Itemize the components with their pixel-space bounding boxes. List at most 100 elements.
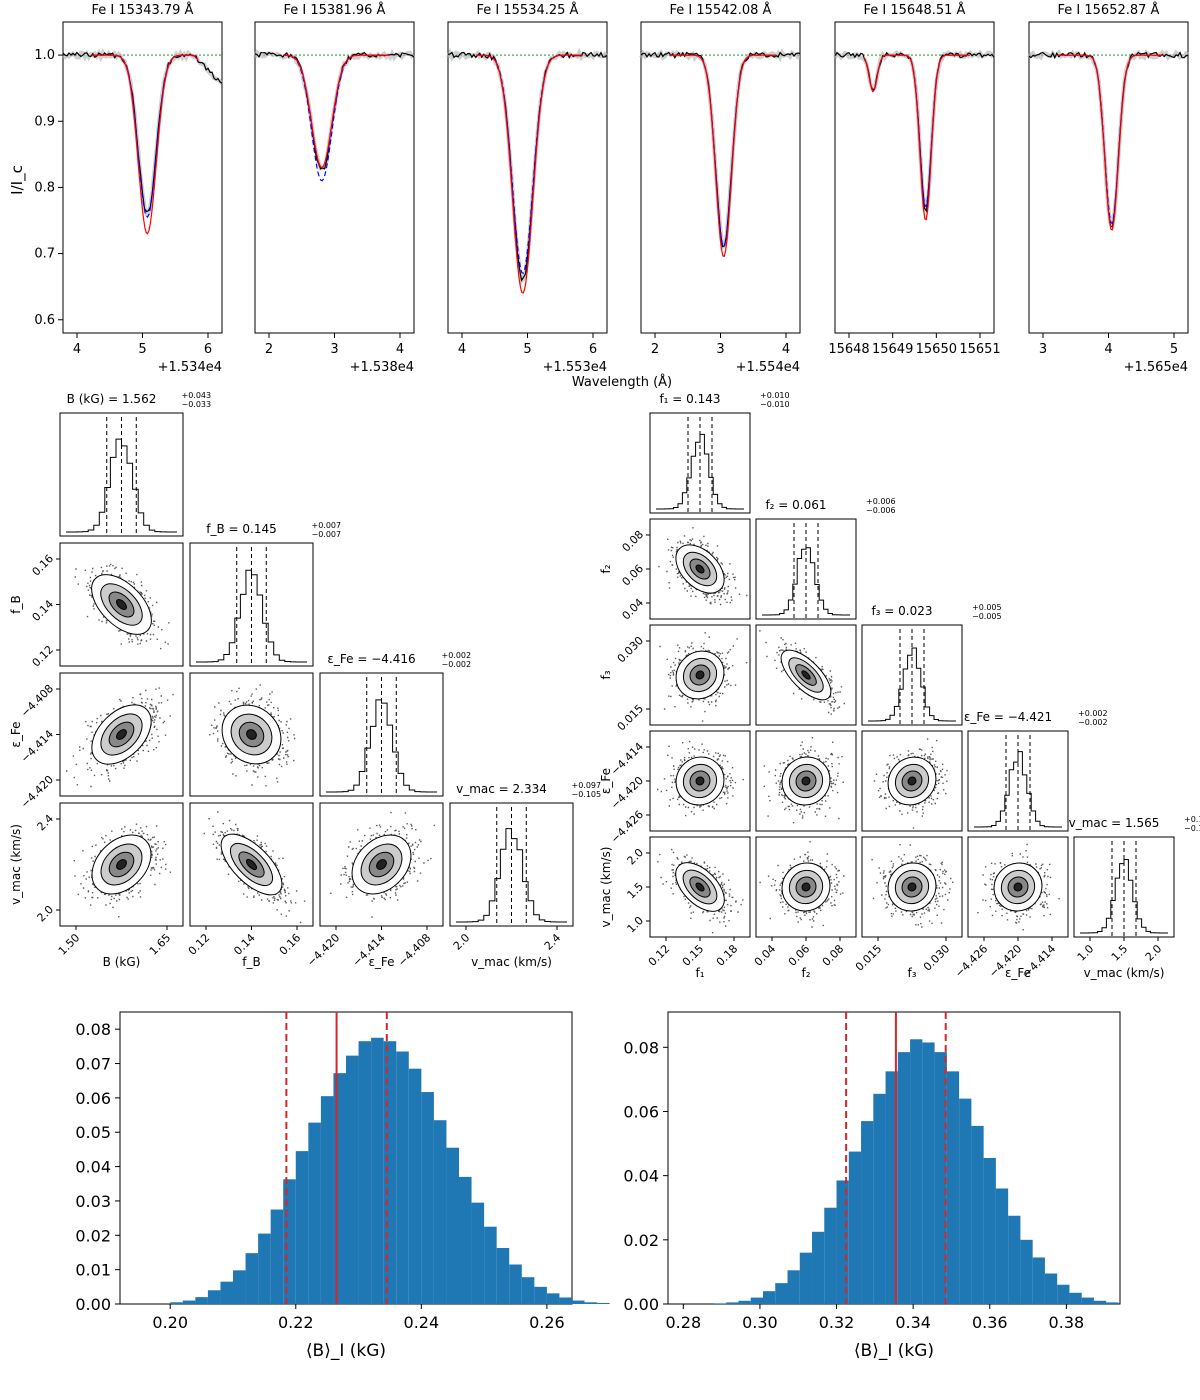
observed-spectrum-line [447, 51, 608, 282]
histogram-bar [534, 1286, 547, 1304]
model-fit-blue-dashed [863, 54, 971, 208]
x-tick-label: 0.06 [786, 942, 813, 969]
x-tick-label: 0.14 [231, 931, 258, 958]
parameter-lower-error: −0.010 [760, 400, 790, 409]
histogram-bar [983, 1158, 996, 1304]
histogram-bar [1093, 1300, 1107, 1304]
parameter-lower-error: −0.105 [572, 790, 602, 799]
model-fit-blue-dashed [91, 54, 199, 218]
parameter-title: f₂ = 0.061 [765, 498, 826, 512]
parameter-title: f₁ = 0.143 [659, 392, 720, 406]
histogram-bar [934, 1052, 947, 1304]
spectrum-axes-box [1028, 21, 1189, 334]
spectrum-axes-box [254, 21, 415, 334]
histogram-bar [308, 1122, 321, 1304]
histogram-bar [546, 1293, 560, 1304]
x-tick-label: 0.15 [680, 942, 707, 969]
x-tick-label: 0.015 [853, 942, 884, 973]
parameter-upper-error: +0.043 [182, 391, 212, 400]
model-fit-blue-dashed [1057, 54, 1165, 225]
y-tick-label: 0.7 [34, 247, 55, 262]
y-tick-label: −4.420 [18, 773, 56, 811]
x-offset-label: +1.534e4 [158, 360, 222, 375]
observed-uncertainty-band [639, 48, 800, 251]
marginal-histogram-5: v_mac = 1.565 +0.169−0.166 1.0 1.5 2.0 v_mac … [1069, 815, 1200, 980]
joint-density-3-2 [755, 624, 857, 726]
spectra-panel-row: Fe I 15343.79 Å 4 5 6 +1.534e4 0.6 0.7 0.8 0.9 1.… [34, 2, 1189, 375]
joint-density-4-2 [755, 730, 857, 832]
joint-density-4-1: −4.414−4.420−4.426 ε_Fe [599, 730, 751, 846]
y-tick-label: −4.408 [18, 682, 56, 720]
histogram-bar [848, 1151, 862, 1304]
observed-uncertainty-band [446, 47, 609, 286]
y-tick-label: 0.16 [30, 552, 57, 579]
y-tick-label: −4.426 [608, 808, 646, 846]
histogram-bar [421, 1092, 434, 1304]
model-fit-red [476, 54, 584, 294]
histogram-bar [320, 1096, 334, 1304]
spectrum-line-title: Fe I 15534.25 Å [477, 2, 579, 18]
histogram-bar [408, 1068, 422, 1304]
histogram-steps [196, 569, 307, 663]
marginal-histogram-3: ε_Fe = −4.416 +0.002−0.002 [319, 651, 472, 797]
x-tick-label: 0.16 [277, 931, 304, 958]
histogram-xlabel: ⟨B⟩_I (kG) [306, 1341, 386, 1361]
histogram-bar [371, 1037, 384, 1304]
density-contour [376, 859, 387, 870]
axis-label: v_mac (km/s) [471, 955, 552, 969]
histogram-bar [295, 1151, 309, 1304]
x-tick-label: 6 [589, 342, 597, 357]
histogram-bar [995, 1188, 1009, 1304]
y-tick-label: 0.08 [623, 1038, 659, 1057]
parameter-upper-error: +0.007 [312, 521, 342, 530]
spectra-xlabel: Wavelength (Å) [572, 374, 672, 390]
joint-density-4-1: 1.50 1.65 B (kG) 2.4 2.0 v_mac (km/s) [9, 802, 184, 969]
histogram-bar [433, 1120, 447, 1304]
density-contour [246, 729, 257, 740]
spectra-ylabel: I/I_c [8, 165, 27, 195]
y-tick-label: 0.03 [75, 1192, 111, 1211]
density-contour [907, 882, 917, 892]
histogram-bar [812, 1231, 825, 1304]
histogram-bar [1032, 1257, 1045, 1304]
spectrum-panel-2: Fe I 15381.96 Å 2 3 4 +1.538e4 [253, 2, 415, 375]
x-tick-label: 4 [458, 342, 466, 357]
x-offset-label: +1.538e4 [350, 360, 414, 375]
x-tick-label: 0.30 [742, 1313, 778, 1332]
axis-label: f_B [9, 595, 23, 613]
spectrum-axes-box [640, 21, 801, 334]
joint-density-5-3: 0.015 0.030 f₃ [853, 836, 963, 980]
axis-label: f₃ [907, 966, 916, 980]
marginal-histogram-4: v_mac = 2.334 +0.097−0.105 2.0 2.4 v_mac (km… [449, 781, 602, 969]
histogram-bar [775, 1283, 788, 1304]
histogram-bar [220, 1281, 233, 1304]
histogram-bar [346, 1055, 359, 1304]
x-tick-label: 0.24 [404, 1313, 440, 1332]
x-tick-label: 2 [651, 342, 659, 357]
x-tick-label: 1.65 [147, 931, 174, 958]
parameter-title: v_mac = 2.334 [456, 782, 547, 796]
parameter-upper-error: +0.002 [442, 651, 472, 660]
histogram-right: 0.28 0.30 0.32 0.34 0.36 0.38 0.00 0.02 0.04 0.06… [623, 1011, 1121, 1361]
histogram-bar [836, 1180, 849, 1304]
histogram-bar [333, 1073, 346, 1304]
spectrum-panel-1: Fe I 15343.79 Å 4 5 6 +1.534e4 0.6 0.7 0.8 0.9 1.… [34, 2, 224, 375]
parameter-upper-error: +0.006 [866, 497, 896, 506]
spectrum-panel-3: Fe I 15534.25 Å 4 5 6 +1.553e4 [446, 2, 609, 375]
parameter-lower-error: −0.002 [442, 660, 472, 669]
marginal-histogram-2: f₂ = 0.061 +0.006−0.006 [755, 497, 896, 620]
x-tick-label: 15651 [959, 342, 1000, 357]
x-tick-label: 2.4 [542, 931, 564, 953]
parameter-lower-error: −0.006 [866, 506, 896, 515]
x-tick-label: 15649 [872, 342, 913, 357]
histogram-bar [726, 1302, 739, 1304]
x-tick-label: 0.08 [820, 942, 847, 969]
model-fit-red [669, 54, 777, 258]
histogram-bar [946, 1071, 960, 1304]
observed-spectrum-line [62, 51, 223, 213]
parameter-lower-error: −0.007 [312, 530, 342, 539]
histogram-bar [383, 1041, 397, 1304]
x-tick-label: 0.04 [752, 942, 779, 969]
y-tick-label: 1.0 [34, 48, 55, 63]
x-tick-label: 1.0 [1075, 942, 1097, 964]
